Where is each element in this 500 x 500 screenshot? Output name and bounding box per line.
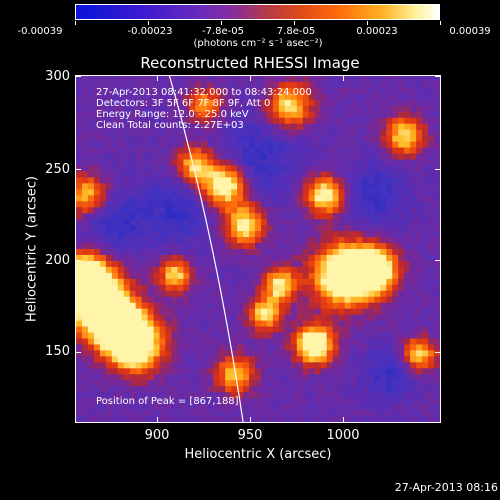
intensity-map [76,76,440,422]
colorbar-tick-label: -7.8e-05 [202,26,244,37]
colorbar-tick-label: -0.00023 [127,26,173,37]
colorbar-units: (photons cm⁻² s⁻¹ asec⁻²) [193,38,323,49]
time-range-annotation: 27-Apr-2013 08:41:32.000 to 08:43:24.000 [96,87,312,98]
y-tick-mark [435,76,441,77]
colorbar-tick-label: 0.00039 [449,26,491,37]
colorbar-tick [367,21,368,25]
y-tick-label: 200 [45,253,70,268]
y-tick-label: 250 [45,162,70,177]
colorbar-tick [440,21,441,25]
detectors-annotation: Detectors: 3F 5F 6F 7F 8F 9F, Att 0 [96,98,271,109]
y-tick-mark [435,169,441,170]
y-tick-mark [75,260,81,261]
colorbar-tick [148,21,149,25]
render-timestamp: 27-Apr-2013 08:16 [394,481,498,494]
clean-annotation: Clean Total counts: 2.27E+03 [96,120,244,131]
colorbar-tick [294,21,295,25]
y-tick-mark [75,352,81,353]
x-tick-label: 950 [237,428,263,443]
x-tick-mark [250,75,251,81]
y-tick-mark [435,352,441,353]
y-axis-title: Heliocentric Y (arcsec) [24,176,40,322]
y-tick-mark [435,260,441,261]
x-tick-mark [343,75,344,81]
colorbar-tick-label: 7.8e-05 [276,26,316,37]
x-tick-mark [250,417,251,423]
colorbar-tick-label: 0.00023 [356,26,398,37]
y-tick-mark [75,76,81,77]
y-tick-label: 300 [45,69,70,84]
x-tick-mark [157,417,158,423]
colorbar-tick-label: -0.00039 [17,26,63,37]
colorbar-tick [75,21,76,25]
x-axis-title: Heliocentric X (arcsec) [184,447,332,462]
plot-title: Reconstructed RHESSI Image [140,54,360,72]
y-tick-label: 150 [45,344,70,359]
x-tick-label: 1000 [326,428,360,443]
y-tick-mark [75,169,81,170]
solar-limb-line [168,76,244,422]
colorbar-tick [221,21,222,25]
x-tick-label: 900 [144,428,170,443]
x-tick-mark [157,75,158,81]
colorbar [75,4,440,20]
energy-range-annotation: Energy Range: 12.0 - 25.0 keV [96,109,249,120]
rhessi-image-plot: 27-Apr-2013 08:41:32.000 to 08:43:24.000… [75,75,441,423]
x-tick-mark [343,417,344,423]
peak-position-annotation: Position of Peak = [867,188] [96,396,239,407]
